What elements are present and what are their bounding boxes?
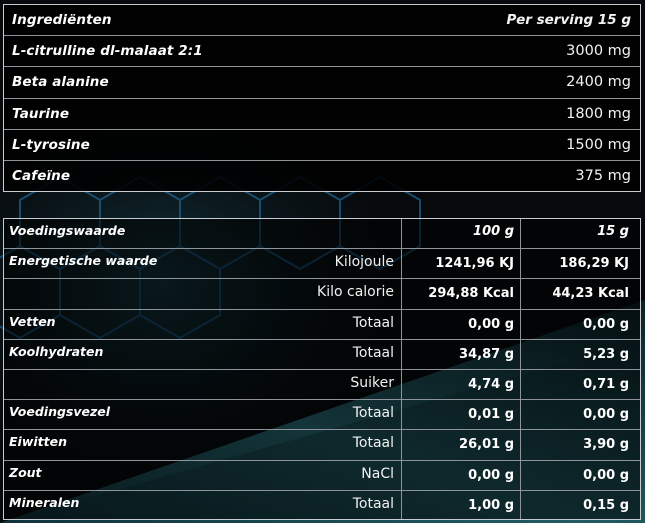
ingredient-row: Cafeïne 375 mg — [4, 161, 640, 192]
nutrient-value-100g: 0,00 g — [468, 467, 514, 483]
nutrient-value-15g: 186,29 KJ — [559, 256, 629, 272]
column-header-15g: 15 g — [597, 224, 629, 239]
nutrient-unit: NaCl — [361, 465, 394, 482]
nutrition-row: Zout NaCl 0,00 g 0,00 g — [4, 461, 640, 491]
ingredient-name: Taurine — [12, 105, 70, 122]
column-header-100g: 100 g — [473, 224, 514, 239]
ingredient-amount: 1500 mg — [566, 136, 631, 153]
nutrient-unit: Kilo calorie — [317, 284, 394, 301]
nutrition-row: Vetten Totaal 0,00 g 0,00 g — [4, 310, 640, 340]
nutrition-row: Koolhydraten Totaal 34,87 g 5,23 g — [4, 340, 640, 370]
serving-size-header: Per serving 15 g — [506, 12, 631, 28]
nutrition-row: Eiwitten Totaal 26,01 g 3,90 g — [4, 430, 640, 461]
nutrient-value-100g: 4,74 g — [468, 376, 514, 392]
nutrient-value-15g: 5,23 g — [583, 346, 629, 362]
ingredient-row: Taurine 1800 mg — [4, 99, 640, 130]
ingredients-header-row: Ingrediënten Per serving 15 g — [4, 5, 640, 37]
nutrition-row: Mineralen Totaal 1,00 g 0,15 g — [4, 491, 640, 521]
ingredient-row: Beta alanine 2400 mg — [4, 67, 640, 99]
nutrient-unit: Totaal — [352, 314, 394, 331]
ingredient-name: L-tyrosine — [12, 136, 90, 153]
nutrition-header-row: Voedingswaarde 100 g 15 g — [4, 219, 640, 250]
nutrient-name: Voedingsvezel — [9, 404, 111, 420]
nutrient-name: Eiwitten — [9, 434, 67, 450]
ingredient-row: L-tyrosine 1500 mg — [4, 130, 640, 161]
nutrient-value-15g: 0,71 g — [583, 376, 629, 392]
nutrient-name: Energetische waarde — [9, 253, 158, 269]
ingredients-header-label: Ingrediënten — [12, 12, 112, 28]
nutrient-unit: Totaal — [352, 405, 394, 422]
nutrition-header-label: Voedingswaarde — [9, 223, 126, 238]
nutrient-value-15g: 0,00 g — [583, 316, 629, 332]
nutrient-value-100g: 0,00 g — [468, 316, 514, 332]
ingredient-amount: 3000 mg — [566, 43, 631, 60]
nutrient-unit: Suiker — [350, 374, 394, 391]
nutrient-name: Zout — [9, 464, 42, 480]
nutrient-value-15g: 44,23 Kcal — [552, 286, 629, 302]
nutrient-value-100g: 34,87 g — [459, 346, 514, 362]
ingredient-name: Cafeïne — [12, 167, 71, 184]
nutrient-value-100g: 294,88 Kcal — [428, 286, 514, 302]
nutrient-value-15g: 0,15 g — [583, 497, 629, 513]
ingredient-row: L-citrulline dl-malaat 2:1 3000 mg — [4, 36, 640, 68]
nutrient-value-100g: 26,01 g — [459, 437, 514, 453]
nutrient-value-100g: 1,00 g — [468, 497, 514, 513]
nutrient-value-100g: 0,01 g — [468, 407, 514, 423]
nutrition-row: Kilo calorie 294,88 Kcal 44,23 Kcal — [4, 279, 640, 310]
nutrient-unit: Totaal — [352, 435, 394, 452]
nutrient-unit: Totaal — [352, 344, 394, 361]
ingredient-name: L-citrulline dl-malaat 2:1 — [12, 43, 203, 60]
nutrient-value-15g: 0,00 g — [583, 467, 629, 483]
nutrient-value-15g: 3,90 g — [583, 437, 629, 453]
nutrient-value-100g: 1241,96 KJ — [435, 256, 514, 272]
nutrient-unit: Totaal — [352, 495, 394, 512]
nutrient-value-15g: 0,00 g — [583, 407, 629, 423]
nutrition-table: Voedingswaarde 100 g 15 g Energetische w… — [3, 218, 641, 520]
nutrition-row: Suiker 4,74 g 0,71 g — [4, 370, 640, 401]
ingredient-amount: 2400 mg — [566, 74, 631, 91]
ingredient-amount: 1800 mg — [566, 105, 631, 122]
nutrient-unit: Kilojoule — [334, 254, 394, 271]
nutrition-row: Energetische waarde Kilojoule 1241,96 KJ… — [4, 249, 640, 280]
nutrient-name: Mineralen — [9, 494, 80, 510]
ingredients-table: Ingrediënten Per serving 15 g L-citrulli… — [3, 4, 641, 192]
ingredient-name: Beta alanine — [12, 74, 109, 91]
nutrient-name: Vetten — [9, 313, 56, 329]
nutrition-row: Voedingsvezel Totaal 0,01 g 0,00 g — [4, 400, 640, 431]
ingredient-amount: 375 mg — [575, 167, 631, 184]
nutrient-name: Koolhydraten — [9, 343, 104, 359]
